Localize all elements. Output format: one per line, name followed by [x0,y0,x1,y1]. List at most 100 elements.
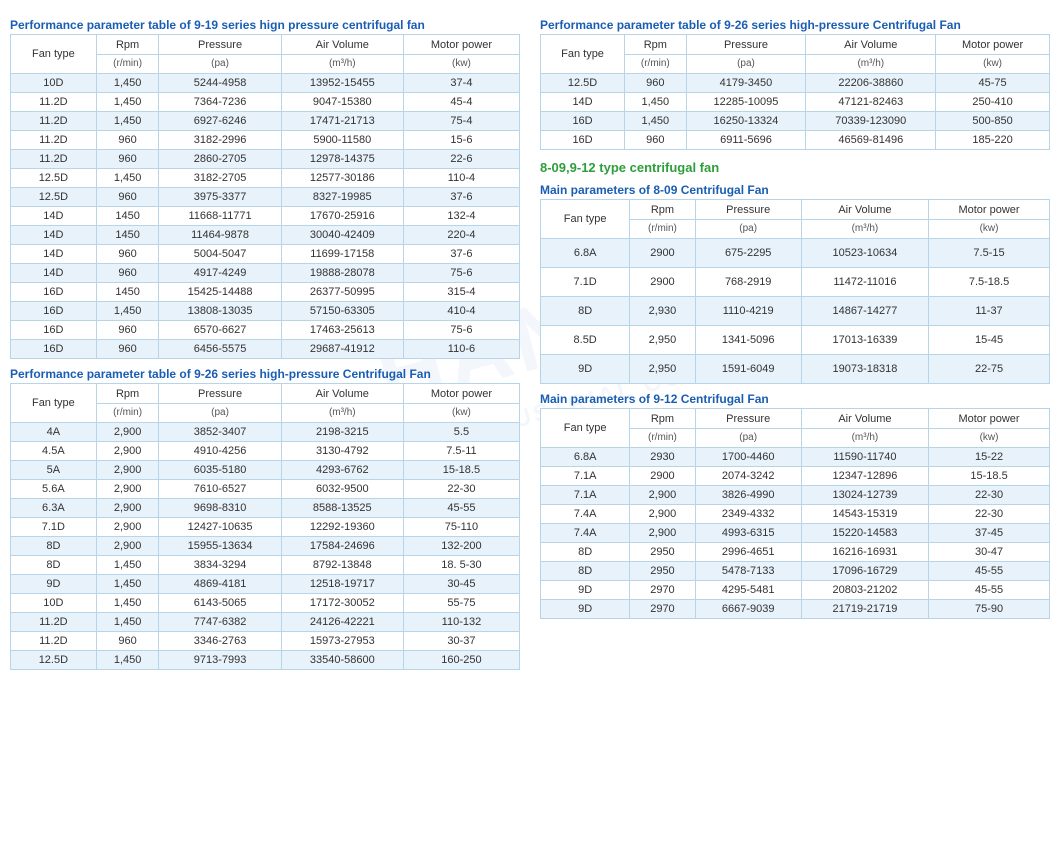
table-cell: 12.5D [11,169,97,188]
table-912-title: Main parameters of 9-12 Centrifugal Fan [540,392,1050,406]
table-cell: 11.2D [11,93,97,112]
table-row: 16D145015425-1448826377-50995315-4 [11,283,520,302]
table-row: 8D29502996-465116216-1693130-47 [541,543,1050,562]
table-row: 11.2D1,4507364-72369047-1538045-4 [11,93,520,112]
table-cell: 4869-4181 [159,575,281,594]
table-cell: 20803-21202 [801,581,928,600]
table-cell: 11.2D [11,613,97,632]
table-cell: 11-37 [929,297,1050,326]
table-cell: 16D [541,131,625,150]
table-cell: 16216-16931 [801,543,928,562]
table-cell: 2,900 [96,499,159,518]
col-air-volume-unit: (m³/h) [801,220,928,239]
col-air-volume: Air Volume [281,35,403,55]
table-row: 11.2D9602860-270512978-1437522-6 [11,150,520,169]
table-cell: 500-850 [936,112,1050,131]
table-cell: 22-30 [403,480,519,499]
table-cell: 6.8A [541,239,630,268]
table-row: 12.5D9604179-345022206-3886045-75 [541,74,1050,93]
table-cell: 960 [96,131,159,150]
table-cell: 2,950 [630,355,695,384]
table-row: 12.5D1,4509713-799333540-58600160-250 [11,651,520,670]
table-cell: 7.5-11 [403,442,519,461]
table-cell: 22206-38860 [806,74,936,93]
table-row: 8D29505478-713317096-1672945-55 [541,562,1050,581]
table-cell: 1,450 [96,169,159,188]
table-cell: 2860-2705 [159,150,281,169]
table-row: 9D29704295-548120803-2120245-55 [541,581,1050,600]
table-row: 12.5D1,4503182-270512577-30186110-4 [11,169,520,188]
table-cell: 7610-6527 [159,480,281,499]
table-cell: 7.4A [541,524,630,543]
table-cell: 17463-25613 [281,321,403,340]
table-cell: 9D [541,581,630,600]
table-cell: 11.2D [11,131,97,150]
table-cell: 12518-19717 [281,575,403,594]
table-cell: 1,450 [625,93,686,112]
col-pressure-unit: (pa) [159,404,281,423]
table-cell: 8D [541,562,630,581]
table-919: Fan type Rpm Pressure Air Volume Motor p… [10,34,520,359]
table-cell: 110-4 [403,169,519,188]
table-cell: 3182-2705 [159,169,281,188]
table-cell: 17471-21713 [281,112,403,131]
table-cell: 7747-6382 [159,613,281,632]
table-cell: 2970 [630,581,695,600]
col-motor-power: Motor power [403,35,519,55]
table-cell: 7.1A [541,486,630,505]
table-cell: 45-55 [929,581,1050,600]
table-row: 4A2,9003852-34072198-32155.5 [11,423,520,442]
table-row: 11.2D1,4507747-638224126-42221110-132 [11,613,520,632]
table-cell: 6035-5180 [159,461,281,480]
table-cell: 15-18.5 [403,461,519,480]
table-cell: 6911-5696 [686,131,806,150]
table-cell: 8D [541,297,630,326]
table-cell: 14D [11,207,97,226]
table-cell: 30-37 [403,632,519,651]
table-cell: 6927-6246 [159,112,281,131]
col-pressure: Pressure [159,384,281,404]
table-cell: 675-2295 [695,239,801,268]
table-cell: 12285-10095 [686,93,806,112]
col-air-volume: Air Volume [801,409,928,429]
table-cell: 4295-5481 [695,581,801,600]
table-cell: 2950 [630,543,695,562]
table-row: 11.2D1,4506927-624617471-2171375-4 [11,112,520,131]
table-cell: 5A [11,461,97,480]
table-cell: 37-6 [403,188,519,207]
table-cell: 16D [11,340,97,359]
table-cell: 5478-7133 [695,562,801,581]
table-cell: 5004-5047 [159,245,281,264]
group-809-912-title: 8-09,9-12 type centrifugal fan [540,160,1050,175]
table-row: 8D2,9301110-421914867-1427711-37 [541,297,1050,326]
table-cell: 1,450 [625,112,686,131]
table-cell: 75-4 [403,112,519,131]
table-cell: 19073-18318 [801,355,928,384]
table-row: 10D1,4506143-506517172-3005255-75 [11,594,520,613]
table-cell: 75-6 [403,264,519,283]
table-cell: 10D [11,594,97,613]
table-cell: 2,900 [630,505,695,524]
table-cell: 8D [541,543,630,562]
table-cell: 4917-4249 [159,264,281,283]
table-cell: 12.5D [541,74,625,93]
table-cell: 110-132 [403,613,519,632]
table-cell: 37-45 [929,524,1050,543]
layout-columns: Performance parameter table of 9-19 seri… [10,10,1050,670]
table-cell: 14D [11,245,97,264]
col-air-volume-unit: (m³/h) [281,55,403,74]
table-cell: 30040-42409 [281,226,403,245]
table-cell: 2,950 [630,326,695,355]
table-cell: 1450 [96,283,159,302]
table-cell: 960 [96,245,159,264]
table-row: 14D9605004-504711699-1715837-6 [11,245,520,264]
table-row: 16D9606911-569646569-81496185-220 [541,131,1050,150]
table-cell: 220-4 [403,226,519,245]
table-cell: 132-4 [403,207,519,226]
table-row: 16D9606456-557529687-41912110-6 [11,340,520,359]
table-cell: 45-55 [403,499,519,518]
table-cell: 6456-5575 [159,340,281,359]
table-cell: 960 [96,264,159,283]
table-cell: 768-2919 [695,268,801,297]
table-row: 11.2D9603182-29965900-1158015-6 [11,131,520,150]
